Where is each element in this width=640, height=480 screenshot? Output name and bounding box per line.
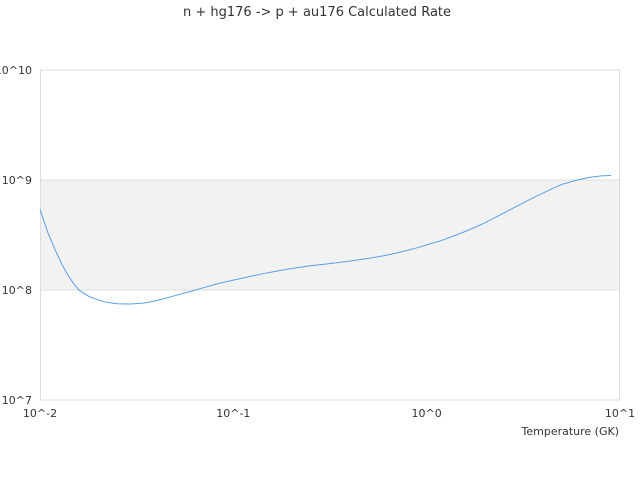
- x-tick-label: 10^0: [412, 407, 442, 420]
- x-tick-label: 10^-1: [216, 407, 250, 420]
- shaded-band: [40, 180, 620, 290]
- grid: [40, 69, 620, 401]
- x-axis-label: Temperature (GK): [521, 425, 620, 438]
- y-tick-label: 10^10: [0, 64, 32, 77]
- y-tick-label: 10^8: [2, 284, 32, 297]
- x-axis-ticks: 10^-2 10^-1 10^0 10^1: [23, 407, 635, 420]
- y-tick-label: 10^9: [2, 174, 32, 187]
- y-tick-label: 10^7: [2, 394, 32, 407]
- x-tick-label: 10^1: [605, 407, 635, 420]
- plot-area: [40, 70, 620, 400]
- series-layer: [39, 174, 612, 305]
- y-axis-ticks: 10^7 10^8 10^9 10^10: [0, 64, 32, 407]
- rate-series-line: [39, 174, 612, 305]
- chart-title: n + hg176 -> p + au176 Calculated Rate: [183, 5, 451, 20]
- x-tick-label: 10^-2: [23, 407, 57, 420]
